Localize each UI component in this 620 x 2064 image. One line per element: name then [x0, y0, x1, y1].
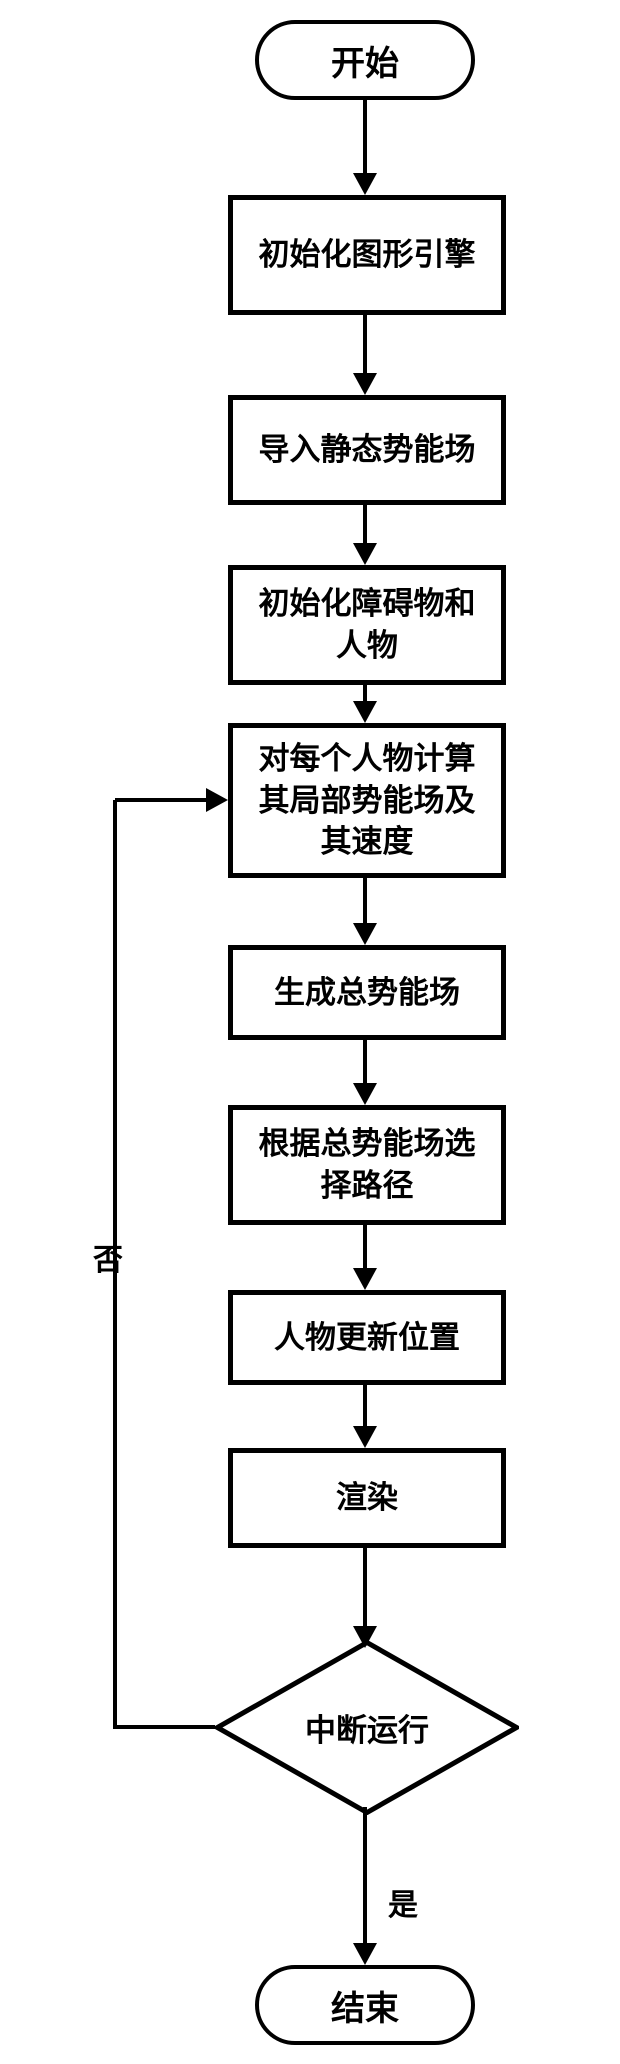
process-label: 渲染	[336, 1477, 398, 1519]
process-n2: 导入静态势能场	[228, 395, 506, 505]
edge-line	[363, 685, 367, 701]
edge-segment	[115, 798, 206, 802]
edge-arrow-head	[353, 1268, 377, 1290]
edge-segment	[115, 1725, 215, 1729]
process-n4: 对每个人物计算 其局部势能场及 其速度	[228, 723, 506, 878]
edge-arrow-head	[353, 923, 377, 945]
edge-line	[363, 505, 367, 543]
terminal-label: 开始	[331, 36, 399, 85]
edge-line	[363, 1225, 367, 1268]
terminal-end: 结束	[255, 1965, 475, 2045]
edge-arrow-head	[353, 1083, 377, 1105]
decision-d1: 中断运行	[215, 1640, 519, 1815]
edge-arrow-head	[353, 1426, 377, 1448]
process-n8: 渲染	[228, 1448, 506, 1548]
edge-line	[363, 1385, 367, 1426]
edge-line	[363, 1040, 367, 1083]
decision-label: 中断运行	[215, 1640, 519, 1815]
edge-line	[363, 315, 367, 373]
process-label: 初始化障碍物和 人物	[259, 583, 476, 667]
process-n5: 生成总势能场	[228, 945, 506, 1040]
flowchart-canvas: 开始初始化图形引擎导入静态势能场初始化障碍物和 人物对每个人物计算 其局部势能场…	[0, 0, 620, 2064]
edge-line	[363, 1548, 367, 1626]
process-n7: 人物更新位置	[228, 1290, 506, 1385]
edge-arrow-head	[353, 373, 377, 395]
terminal-start: 开始	[255, 20, 475, 100]
edge-arrow-head	[353, 701, 377, 723]
edge-line	[363, 100, 367, 173]
edge-label: 是	[388, 1880, 418, 1924]
edge-arrow-head	[353, 173, 377, 195]
process-label: 人物更新位置	[274, 1317, 460, 1359]
edge-line	[363, 1807, 367, 1943]
process-label: 对每个人物计算 其局部势能场及 其速度	[259, 738, 476, 864]
edge-line	[363, 878, 367, 923]
decision-label-text: 中断运行	[305, 1705, 429, 1750]
edge-arrow-head	[353, 543, 377, 565]
process-label: 生成总势能场	[274, 972, 460, 1014]
process-n6: 根据总势能场选 择路径	[228, 1105, 506, 1225]
process-n3: 初始化障碍物和 人物	[228, 565, 506, 685]
edge-arrow-head	[353, 1626, 377, 1648]
process-label: 导入静态势能场	[259, 429, 476, 471]
edge-label: 否	[93, 1235, 123, 1279]
edge-segment	[206, 788, 228, 812]
process-label: 初始化图形引擎	[259, 234, 476, 276]
process-label: 根据总势能场选 择路径	[259, 1123, 476, 1207]
process-n1: 初始化图形引擎	[228, 195, 506, 315]
terminal-label: 结束	[331, 1981, 399, 2030]
edge-arrow-head	[353, 1943, 377, 1965]
